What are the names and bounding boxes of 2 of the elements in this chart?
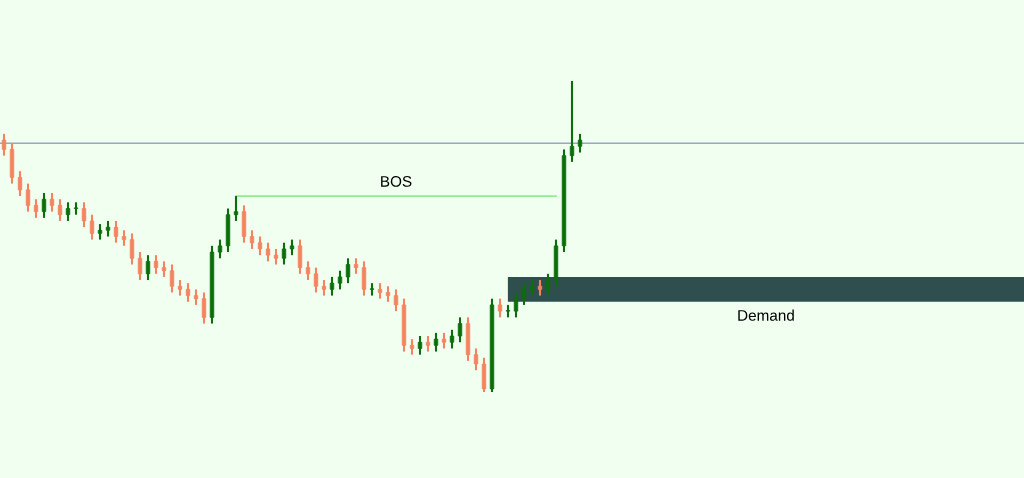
series-label: BOS bbox=[381, 176, 412, 187]
band-label: Demand bbox=[738, 309, 794, 321]
